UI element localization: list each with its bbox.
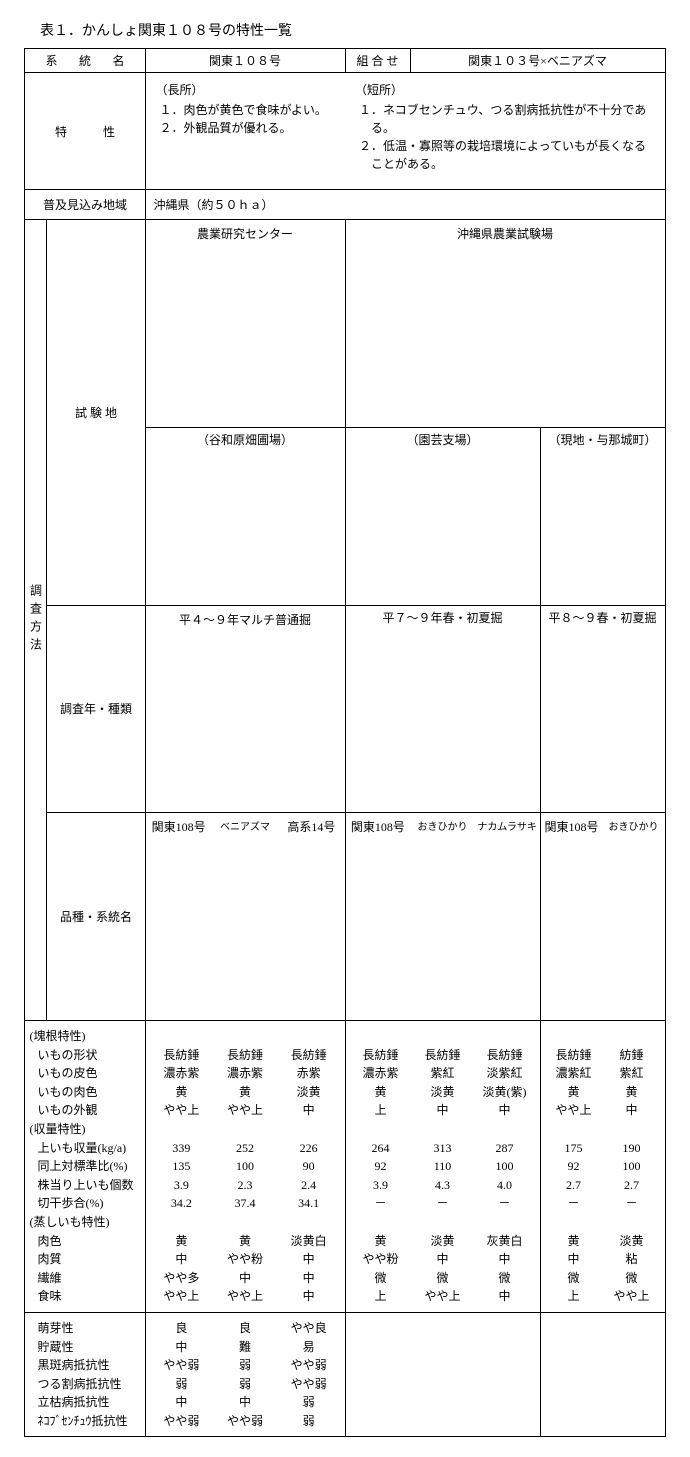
characteristics-table: 系 統 名 関東１０８号 組 合 せ 関東１０３号×ベニアズマ 特 性 （長所）… xyxy=(24,48,665,1437)
site-label: 試 験 地 xyxy=(47,220,145,606)
cons-block: （短所） １．ネコブセンチュウ、つる割病抵抗性が不十分である。 ２．低温・寡照等… xyxy=(345,73,665,190)
table-title: 表１．かんしょ関東１０８号の特性一覧 xyxy=(20,20,670,40)
v1b: ベニアズマ xyxy=(212,818,278,835)
v2a: 関東108号 xyxy=(346,818,411,835)
okinawa-sub2: （現地・与那城町） xyxy=(540,427,665,605)
method-label: 調査方法 xyxy=(25,220,47,1021)
combo-value: 関東１０３号×ベニアズマ xyxy=(410,49,665,73)
v2c: ナカムラサキ xyxy=(475,818,540,835)
year1: 平４～９年マルチ普通掘 xyxy=(145,605,345,813)
data-block-sub: 萌芽性貯蔵性黒斑病抵抗性つる割病抵抗性立枯病抵抗性ﾈｺﾌﾞｾﾝﾁｭｳ抵抗性 良良… xyxy=(25,1312,665,1437)
year2: 平７～９年春・初夏掘 xyxy=(345,605,540,813)
year-label: 調査年・種類 xyxy=(47,605,145,813)
combo-label: 組 合 せ xyxy=(345,49,410,73)
lineage-value: 関東１０８号 xyxy=(145,49,345,73)
v2b: おきひかり xyxy=(410,818,475,835)
method-text: 調査方法 xyxy=(27,220,44,1020)
cons-2: ２．低温・寡照等の栽培環境によっていもが長くなることがある。 xyxy=(359,137,655,173)
pros-block: （長所） １．肉色が黄色で食味がよい。 ２．外観品質が優れる。 xyxy=(145,73,345,190)
okinawa: 沖縄県農業試験場 xyxy=(345,220,665,428)
pros-head: （長所） xyxy=(156,81,336,99)
data-block-main: (塊根特性)いもの形状いもの皮色いもの肉色いもの外観(収量特性)上いも収量(kg… xyxy=(25,1021,665,1313)
cons-head: （短所） xyxy=(355,81,655,99)
variety-group-a: 関東108号 ベニアズマ 高系14号 xyxy=(145,813,345,1021)
okinawa-sub1: （園芸支場） xyxy=(345,427,540,605)
year3: 平８～９春・初夏掘 xyxy=(540,605,665,813)
v3a: 関東108号 xyxy=(541,818,603,835)
v3b: おきひかり xyxy=(603,818,665,835)
char-label: 特 性 xyxy=(25,73,145,190)
region-value: 沖縄県（約５０ｈａ） xyxy=(145,190,665,220)
center: 農業研究センター xyxy=(145,220,345,428)
v1c: 高系14号 xyxy=(278,818,344,835)
v1a: 関東108号 xyxy=(146,818,212,835)
cons-1: １．ネコブセンチュウ、つる割病抵抗性が不十分である。 xyxy=(359,101,655,137)
pros-2: ２．外観品質が優れる。 xyxy=(160,119,336,137)
region-label: 普及見込み地域 xyxy=(25,190,145,220)
variety-group-c: 関東108号 おきひかり xyxy=(540,813,665,1021)
lineage-label: 系 統 名 xyxy=(25,49,145,73)
variety-label: 品種・系統名 xyxy=(47,813,145,1021)
variety-group-b: 関東108号 おきひかり ナカムラサキ xyxy=(345,813,540,1021)
center-sub: （谷和原畑圃場） xyxy=(145,427,345,605)
pros-1: １．肉色が黄色で食味がよい。 xyxy=(160,101,336,119)
